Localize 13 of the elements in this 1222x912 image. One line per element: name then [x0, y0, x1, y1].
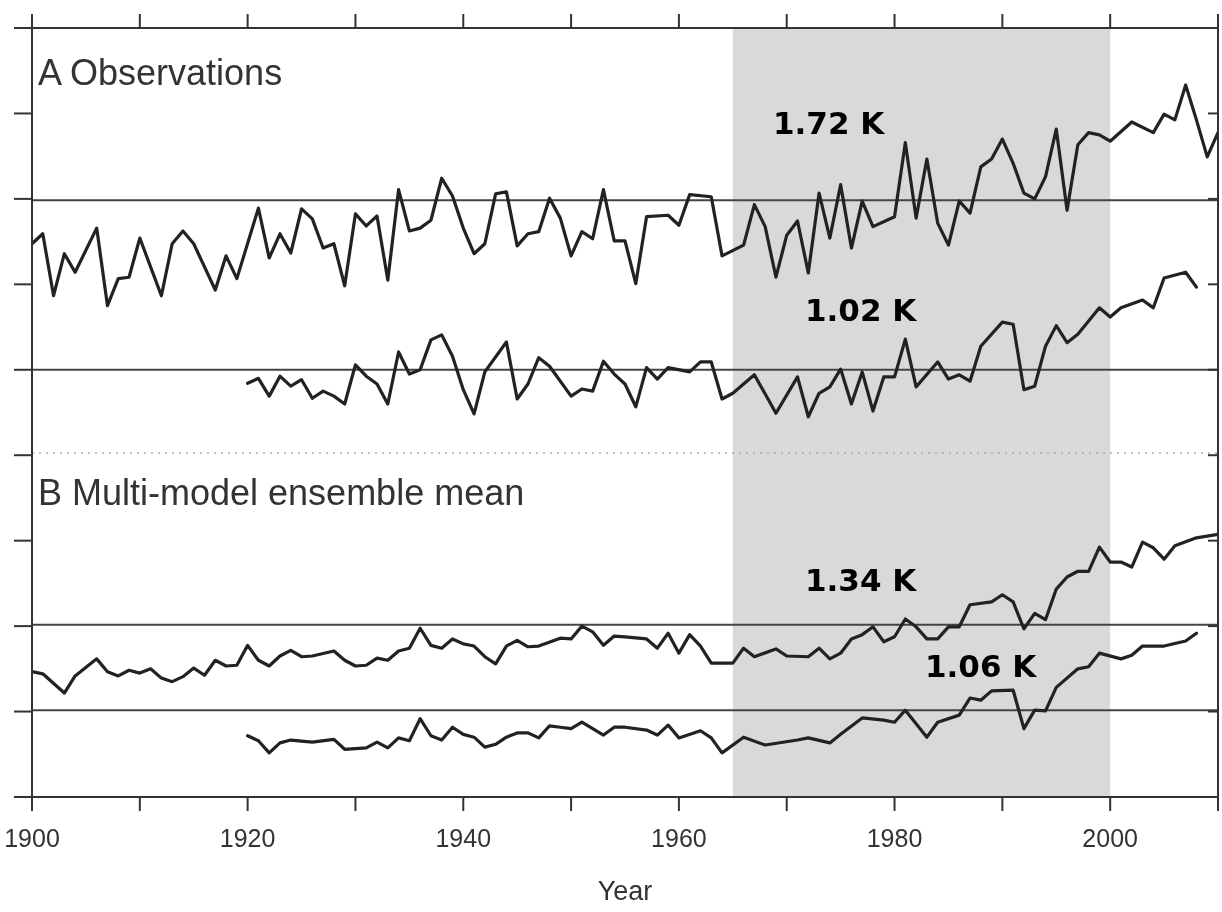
annotation: 1.72 K	[773, 104, 886, 141]
annotation: A Observations	[38, 51, 283, 93]
annotation: 1.34 K	[805, 561, 918, 598]
x-tick-label: 2000	[1082, 824, 1138, 852]
x-tick-label: 1920	[219, 824, 276, 852]
x-tick-label: 1980	[866, 824, 923, 852]
annotation: 1.02 K	[805, 291, 918, 328]
x-tick-label: 1960	[651, 824, 707, 852]
annotation: B Multi-model ensemble mean	[38, 471, 525, 513]
x-tick-label: 1940	[435, 824, 492, 852]
x-axis-title: Year	[597, 876, 653, 906]
x-tick-label: 1900	[4, 824, 60, 852]
annotation: 1.06 K	[925, 647, 1038, 684]
